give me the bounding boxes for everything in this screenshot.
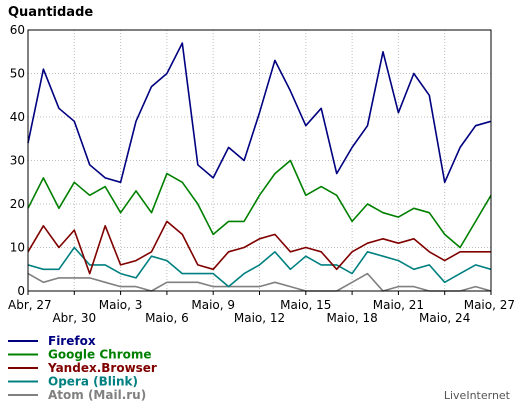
legend-label: Yandex.Browser xyxy=(47,361,157,375)
x-tick-label: Maio, 12 xyxy=(234,311,285,325)
x-tick-label: Maio, 3 xyxy=(99,298,143,312)
y-tick-label: 0 xyxy=(17,284,25,298)
y-tick-label: 60 xyxy=(10,23,25,37)
credit-text: LiveInternet xyxy=(444,389,511,402)
y-tick-label: 50 xyxy=(10,67,25,81)
series-line-yandex-browser xyxy=(27,220,491,275)
series-lines xyxy=(27,42,492,292)
series-line-google-chrome xyxy=(27,159,492,249)
x-tick-label: Maio, 27 xyxy=(464,298,515,312)
legend-label: Atom (Mail.ru) xyxy=(48,388,146,402)
y-tick-label: 20 xyxy=(10,197,25,211)
y-axis-label: Quantidade xyxy=(8,5,93,20)
x-tick-label: Maio, 6 xyxy=(145,311,189,325)
legend-label: Opera (Blink) xyxy=(48,375,138,389)
x-tick-label: Abr, 30 xyxy=(52,311,96,325)
legend-label: Google Chrome xyxy=(48,348,152,362)
x-tick-label: Maio, 9 xyxy=(191,298,235,312)
y-tick-label: 10 xyxy=(10,241,25,255)
x-tick-label: Maio, 24 xyxy=(419,311,470,325)
series-line-atom-mail-ru- xyxy=(27,272,492,292)
y-tick-labels: 0 10 20 30 40 50 60 xyxy=(10,23,25,298)
x-tick-label: Maio, 21 xyxy=(373,298,424,312)
legend-label: Firefox xyxy=(48,334,96,348)
x-tick-label: Maio, 15 xyxy=(280,298,331,312)
series-line-firefox xyxy=(27,42,492,184)
y-tick-label: 30 xyxy=(10,154,25,168)
x-tick-label: Abr, 27 xyxy=(8,298,52,312)
series-line-opera-blink- xyxy=(27,246,492,288)
y-tick-label: 40 xyxy=(10,110,25,124)
x-tick-label: Maio, 18 xyxy=(326,311,377,325)
